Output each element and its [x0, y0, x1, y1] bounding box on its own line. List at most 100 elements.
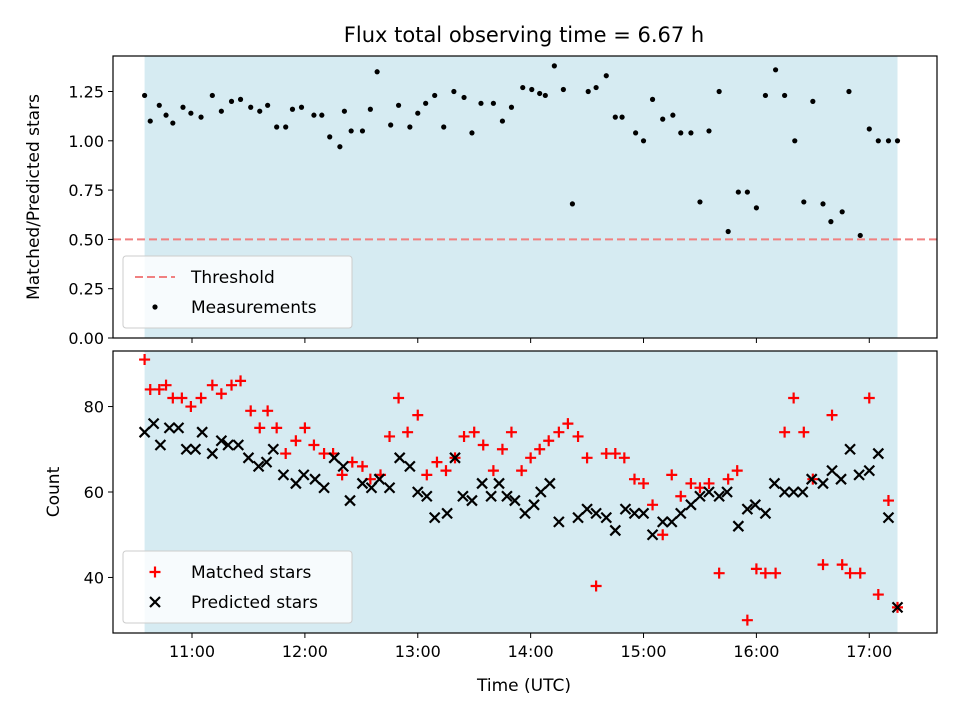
data-point [248, 104, 254, 110]
data-point [493, 477, 505, 490]
data-point [189, 443, 202, 456]
data-point [657, 529, 669, 541]
data-point [172, 422, 185, 434]
data-point [226, 379, 238, 391]
data-point [457, 490, 469, 503]
data-point [741, 614, 753, 626]
data-point [147, 417, 160, 430]
data-point [232, 439, 245, 451]
data-point [529, 86, 535, 93]
data-point [872, 447, 885, 460]
data-point [628, 473, 640, 485]
data-point [805, 473, 818, 485]
legend-label: Threshold [190, 268, 275, 288]
data-point [431, 456, 443, 468]
data-point [367, 106, 373, 112]
data-point [637, 507, 650, 520]
data-point [138, 426, 151, 438]
data-point [395, 102, 402, 108]
data-point [501, 490, 513, 503]
data-point [185, 401, 197, 413]
data-point [590, 580, 602, 592]
data-point [327, 134, 333, 140]
series-predicted-stars [138, 417, 904, 614]
data-point [603, 73, 609, 79]
data-point [198, 114, 204, 120]
series-measurements [142, 63, 901, 239]
data-point [341, 108, 347, 114]
data-point [267, 443, 280, 456]
data-point [257, 108, 263, 114]
data-point [844, 443, 856, 456]
data-point [820, 201, 826, 207]
x-tick-label: 16:00 [733, 642, 779, 661]
data-point [537, 90, 543, 97]
y-axis-label: Count [44, 466, 64, 517]
data-point [206, 379, 218, 391]
data-point [477, 439, 489, 451]
legend-marker [149, 566, 161, 578]
data-point [383, 481, 396, 494]
data-point [894, 138, 901, 144]
data-point [176, 392, 188, 404]
data-point [374, 69, 380, 75]
axes-frame [112, 55, 938, 339]
data-point [741, 503, 754, 515]
data-point [449, 452, 461, 464]
data-point [839, 209, 845, 215]
data-point [528, 499, 540, 511]
data-point [670, 112, 676, 118]
data-point [163, 112, 169, 118]
data-point [593, 84, 599, 91]
data-point [569, 201, 576, 207]
data-point [882, 511, 895, 524]
x-tick-label: 11:00 [169, 642, 215, 661]
data-point [215, 434, 228, 447]
data-point [628, 507, 641, 520]
data-point [544, 477, 556, 490]
data-point [706, 128, 712, 134]
data-point [499, 118, 506, 124]
y-tick-label: 0.50 [68, 230, 104, 249]
data-point [215, 388, 227, 400]
data-point [640, 138, 647, 144]
data-point [222, 439, 234, 451]
data-point [685, 477, 697, 489]
data-point [337, 144, 343, 150]
data-point [421, 490, 433, 503]
data-point [509, 494, 521, 507]
data-point [468, 426, 480, 438]
data-point [713, 567, 725, 579]
data-point [402, 426, 414, 438]
data-point [308, 439, 320, 451]
data-point [534, 443, 546, 455]
data-point [298, 104, 305, 110]
data-point [542, 92, 548, 99]
data-point [665, 516, 678, 528]
data-point [716, 88, 722, 95]
data-point [393, 452, 406, 464]
chart-title: Flux total observing time = 6.67 h [344, 23, 704, 47]
data-point [196, 426, 208, 438]
data-point [801, 199, 807, 205]
data-point [356, 460, 368, 472]
data-point [572, 511, 584, 524]
data-point [854, 567, 866, 579]
data-point [311, 112, 317, 118]
data-point [770, 567, 782, 579]
data-point [237, 96, 244, 102]
data-point [520, 84, 526, 91]
data-point [562, 418, 574, 430]
data-point [404, 460, 416, 473]
data-point [649, 96, 656, 102]
data-point [768, 477, 781, 490]
data-point [280, 448, 292, 460]
data-point [703, 486, 715, 498]
data-point [609, 448, 621, 460]
data-point [688, 130, 694, 136]
ratio-panel: 0.00 0.25 0.50 0.75 1.00 1.25 Matched/Predicte… [24, 55, 938, 348]
data-point [646, 528, 659, 541]
data-point [393, 392, 405, 404]
data-point [553, 426, 565, 438]
data-point [153, 383, 165, 395]
